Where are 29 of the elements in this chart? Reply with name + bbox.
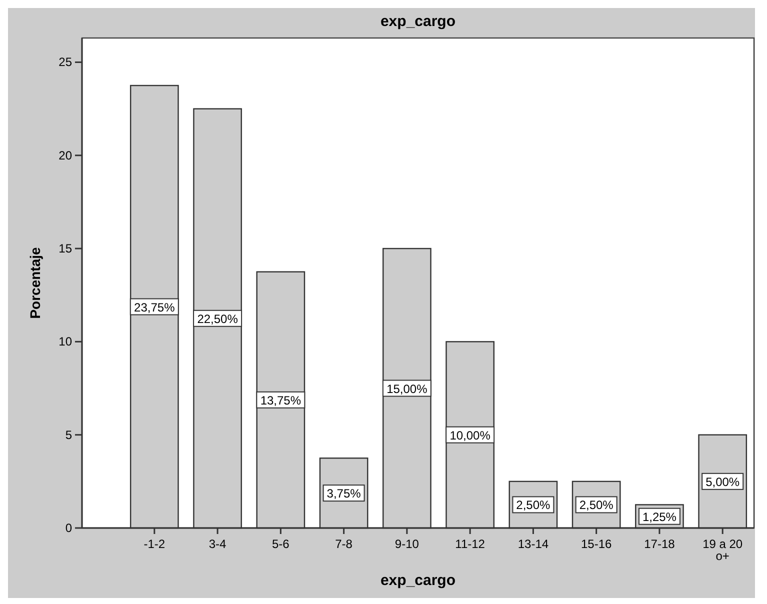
y-tick-label: 15 bbox=[58, 242, 72, 256]
x-tick-label: 17-18 bbox=[644, 537, 676, 551]
x-axis-title: exp_cargo bbox=[380, 572, 456, 589]
data-label: 5,00% bbox=[706, 474, 740, 489]
x-tick-label: -1-2 bbox=[144, 537, 166, 551]
y-tick-label: 5 bbox=[65, 428, 72, 442]
x-tick-label: 9-10 bbox=[394, 537, 420, 551]
x-tick-label: 15-16 bbox=[580, 537, 612, 551]
chart-title: exp_cargo bbox=[380, 13, 456, 30]
data-label: 13,75% bbox=[260, 393, 302, 408]
data-label: 22,50% bbox=[197, 312, 238, 326]
x-tick-label: 5-6 bbox=[272, 537, 290, 551]
y-axis-title: Porcentaje bbox=[27, 246, 43, 319]
y-tick-label: 20 bbox=[58, 148, 72, 162]
data-label: 2,50% bbox=[579, 498, 614, 512]
y-tick-label: 25 bbox=[58, 55, 72, 70]
x-tick-label: 3-4 bbox=[208, 537, 227, 551]
data-label: 3,75% bbox=[326, 486, 362, 501]
x-tick-label: 19 a 20 o+ bbox=[702, 537, 743, 563]
data-label: 1,25% bbox=[642, 510, 677, 524]
x-tick-label: 11-12 bbox=[455, 537, 486, 551]
y-tick-label: 0 bbox=[65, 521, 72, 535]
x-tick-label: 13-14 bbox=[518, 537, 549, 551]
y-tick-label: 10 bbox=[58, 334, 72, 349]
data-label: 10,00% bbox=[450, 428, 491, 442]
x-tick-label: 7-8 bbox=[335, 537, 353, 551]
data-label: 15,00% bbox=[386, 382, 428, 396]
data-label: 2,50% bbox=[516, 498, 551, 512]
data-label: 23,75% bbox=[134, 300, 176, 314]
